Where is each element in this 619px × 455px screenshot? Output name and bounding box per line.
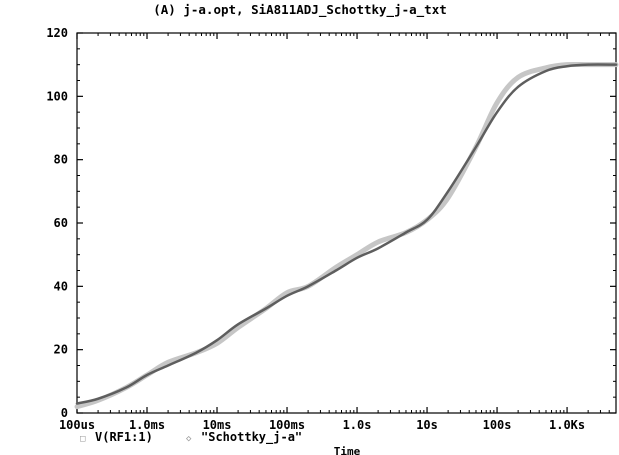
legend: □ V(RF1:1) ◇ "Schottky_j-a" <box>80 430 302 445</box>
x-tick-label: 100s <box>483 418 512 432</box>
y-tick-label: 80 <box>54 153 68 167</box>
x-tick-label: 100us <box>59 418 95 432</box>
y-tick-label: 60 <box>54 216 68 230</box>
x-tick-label: 1.0Ks <box>549 418 585 432</box>
x-tick-label: 10ms <box>203 418 232 432</box>
legend-marker-icon: ◇ <box>186 434 192 444</box>
x-tick-label: 1.0s <box>343 418 372 432</box>
legend-marker-icon: □ <box>80 434 86 444</box>
chart-title: (A) j-a.opt, SiA811ADJ_Schottky_j-a_txt <box>153 2 447 18</box>
y-tick-label: 100 <box>46 89 68 103</box>
legend-label: "Schottky_j-a" <box>201 430 302 445</box>
x-axis-label: Time <box>334 445 361 455</box>
x-tick-label: 1.0ms <box>129 418 165 432</box>
x-tick-label: 100ms <box>269 418 305 432</box>
x-tick-labels: 100us 1.0ms 10ms 100ms 1.0s 10s 100s 1.0Ks <box>59 418 585 432</box>
y-tick-label: 120 <box>46 26 68 40</box>
y-tick-label: 20 <box>54 343 68 357</box>
legend-label: V(RF1:1) <box>95 430 153 444</box>
y-tick-label: 40 <box>54 279 68 293</box>
plot-area <box>74 32 619 414</box>
series-layer <box>74 61 619 410</box>
series-line-vrf1 <box>75 63 618 405</box>
series-line-schottky <box>74 61 619 410</box>
axis-ticks <box>76 32 617 414</box>
x-tick-label: 10s <box>416 418 438 432</box>
y-tick-labels: 0 20 40 60 80 100 120 <box>46 26 68 420</box>
y-tick-label: 0 <box>61 406 68 420</box>
